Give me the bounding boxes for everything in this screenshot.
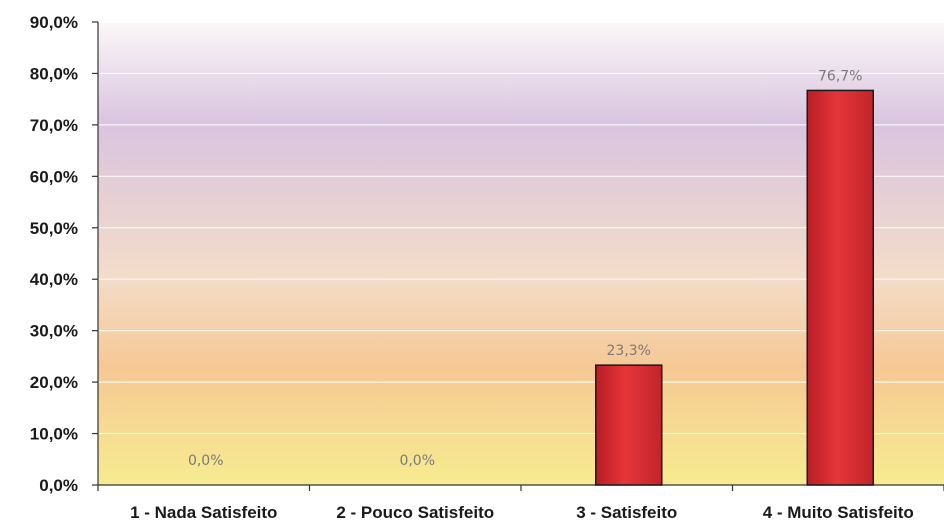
gridlines [98, 21, 944, 435]
y-tick-label: 20,0% [30, 373, 78, 392]
bar [806, 89, 874, 486]
y-tick-labels: 0,0% 10,0% 20,0% 30,0% 40,0% 50,0% 60,0% 70,0% 8… [30, 13, 78, 495]
x-tick-label: 3 - Satisfeito [576, 503, 677, 522]
data-label: 76,7% [818, 68, 862, 84]
plot-area-background [98, 22, 944, 485]
x-tick-labels: 1 - Nada Satisfeito 2 - Pouco Satisfeito 3… [130, 503, 914, 522]
y-tick-label: 70,0% [30, 116, 78, 135]
y-tick-label: 90,0% [30, 13, 78, 32]
x-tick-label: 1 - Nada Satisfeito [130, 503, 277, 522]
data-labels: 0,0% 0,0% 23,3% 76,7% [188, 68, 863, 469]
data-label: 0,0% [399, 453, 435, 469]
x-tick-label: 4 - Muito Satisfeito [763, 503, 914, 522]
data-label: 0,0% [188, 453, 224, 469]
y-tick-label: 10,0% [30, 425, 78, 444]
y-tick-label: 50,0% [30, 219, 78, 238]
axes [92, 21, 944, 491]
y-tick-label: 60,0% [30, 167, 78, 186]
x-tick-label: 2 - Pouco Satisfeito [336, 503, 494, 522]
y-tick-label: 0,0% [39, 476, 78, 495]
bars [595, 89, 874, 486]
bar [595, 364, 663, 486]
y-tick-label: 30,0% [30, 322, 78, 341]
y-tick-label: 80,0% [30, 64, 78, 83]
y-tick-label: 40,0% [30, 270, 78, 289]
data-label: 23,3% [607, 343, 651, 359]
